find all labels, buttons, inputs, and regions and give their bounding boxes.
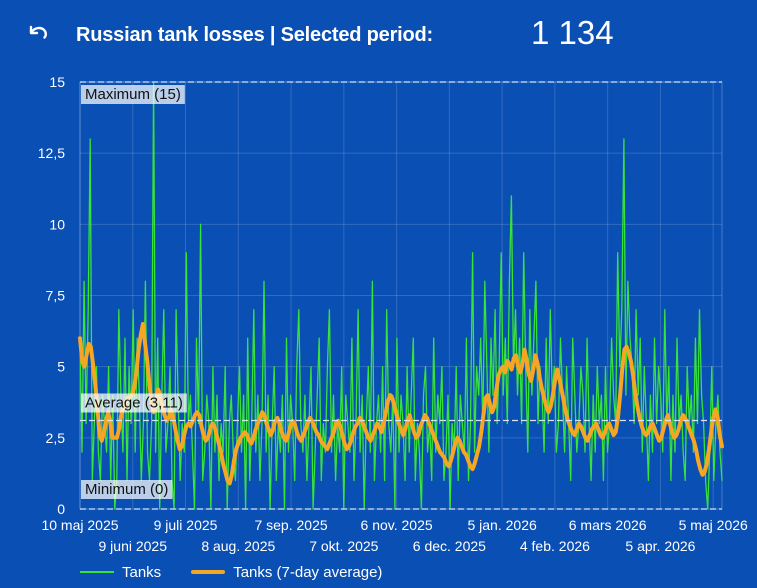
x-tick-label: 9 juni 2025 [99, 538, 168, 554]
x-tick-label: 7 okt. 2025 [309, 538, 378, 554]
reference-label-maximum: Maximum (15) [85, 86, 181, 103]
reference-label-average: Average (3,11) [85, 394, 183, 411]
x-tick-label: 10 maj 2025 [41, 517, 118, 533]
legend-item-tanks-average[interactable]: Tanks (7-day average) [191, 564, 382, 581]
x-tick-label: 6 nov. 2025 [361, 517, 433, 533]
x-tick-label: 7 sep. 2025 [254, 517, 327, 533]
y-tick-label: 0 [57, 501, 65, 517]
x-tick-label: 4 feb. 2026 [520, 538, 590, 554]
y-tick-label: 10 [49, 216, 65, 232]
reference-label-bg [81, 480, 173, 499]
x-tick-label: 5 apr. 2026 [625, 538, 695, 554]
x-tick-label: 9 juli 2025 [154, 517, 218, 533]
chart-title: Russian tank losses | Selected period: [76, 24, 434, 46]
plot-frame [79, 81, 723, 510]
x-tick-label: 5 jan. 2026 [467, 517, 536, 533]
series-line-tanks [79, 81, 723, 510]
reference-label-bg [81, 85, 185, 104]
legend: Tanks Tanks (7-day average) [80, 561, 412, 583]
y-tick-label: 7,5 [46, 288, 66, 304]
x-axis: 10 maj 2025 9 juli 2025 7 sep. 2025 6 nov. … [41, 517, 748, 554]
series-line-tanks-average [78, 322, 724, 486]
x-tick-label: 5 maj 2026 [679, 517, 748, 533]
legend-label-tanks-average: Tanks (7-day average) [233, 563, 383, 581]
x-tick-label: 8 aug. 2025 [201, 538, 275, 554]
legend-swatch-tanks-average [191, 570, 226, 574]
total-count: 1 134 [531, 14, 614, 51]
x-tick-label: 6 dec. 2025 [413, 538, 486, 554]
series-layer [78, 81, 724, 510]
header: Russian tank losses | Selected period: 1… [0, 0, 757, 70]
reference-label-minimum: Minimum (0) [85, 481, 168, 498]
legend-item-tanks[interactable]: Tanks [80, 564, 161, 581]
x-tick-label: 6 mars 2026 [569, 517, 647, 533]
y-tick-label: 15 [49, 74, 65, 90]
legend-label-tanks: Tanks [122, 563, 162, 581]
legend-swatch-tanks [80, 571, 114, 573]
y-tick-label: 12,5 [38, 145, 65, 161]
y-tick-label: 5 [57, 359, 65, 375]
y-axis: 0 2,5 5 7,5 10 12,5 15 [38, 74, 65, 517]
y-tick-label: 2,5 [46, 430, 66, 446]
reference-label-bg [81, 393, 187, 413]
reference-lines: Maximum (15) Average (3,11) Minimum (0) [80, 81, 722, 510]
back-arrow-icon[interactable] [22, 18, 52, 48]
